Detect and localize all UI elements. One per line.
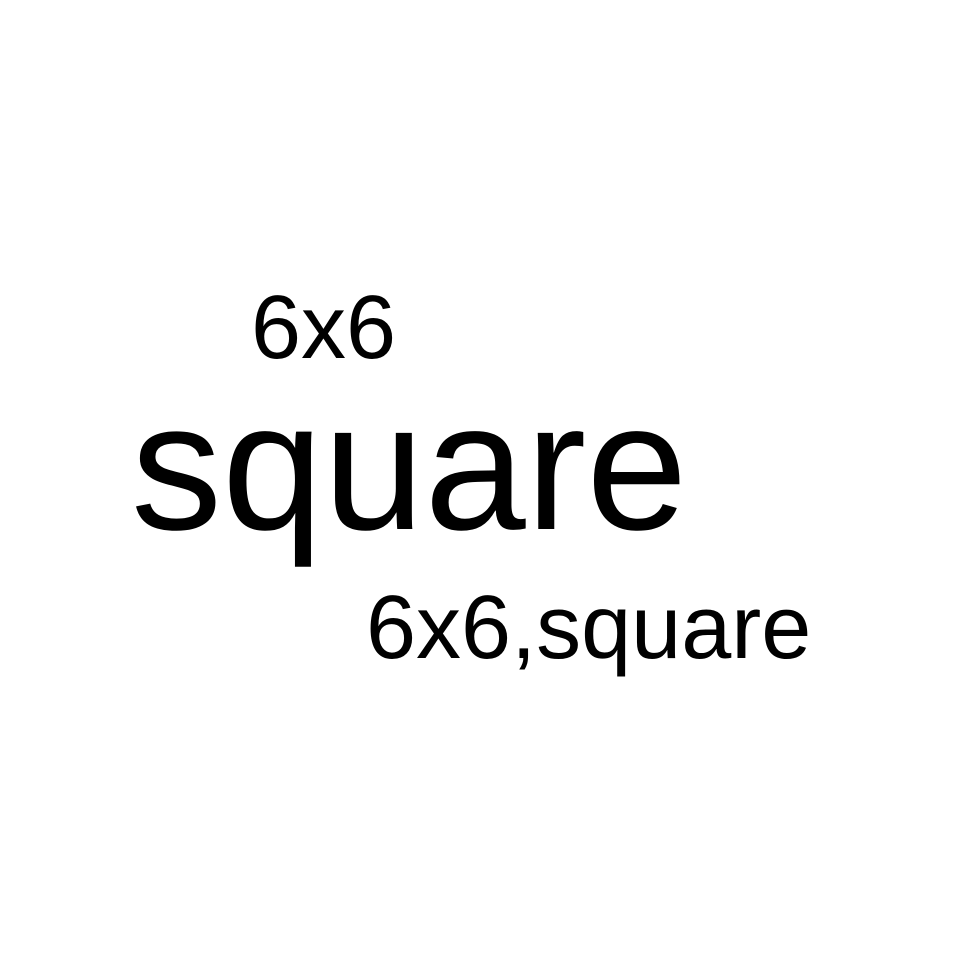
dimension-label: 6x6	[251, 278, 397, 378]
shape-label: square	[131, 364, 688, 568]
combined-label: 6x6,square	[366, 578, 812, 678]
